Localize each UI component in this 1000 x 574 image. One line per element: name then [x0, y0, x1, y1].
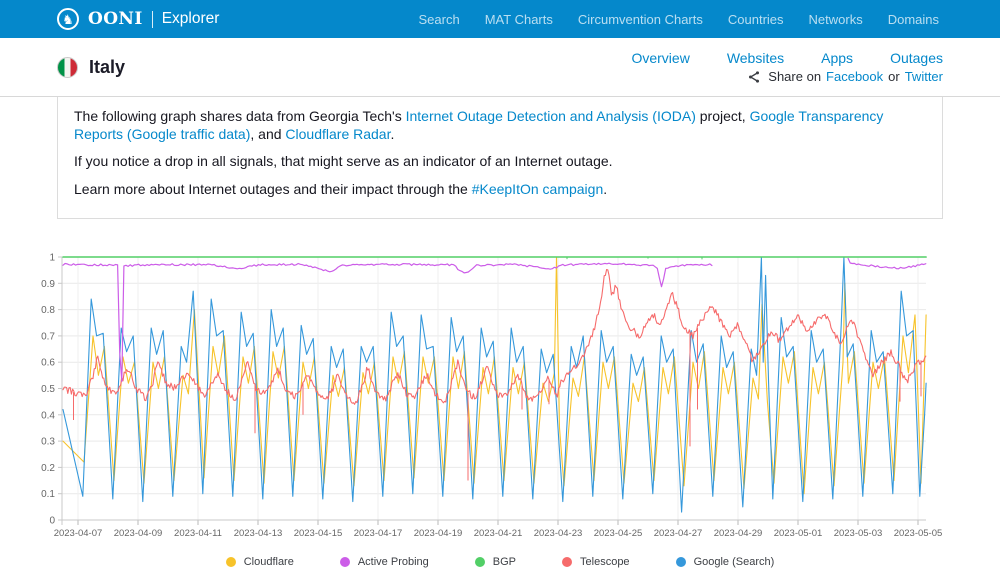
tab-websites[interactable]: Websites [726, 50, 785, 66]
text-segment: Learn more about Internet outages and th… [74, 180, 472, 197]
italy-flag-icon [57, 56, 78, 78]
share-prefix: Share on [768, 69, 822, 84]
tab-overview[interactable]: Overview [631, 50, 690, 66]
legend-label-telescope: Telescope [580, 555, 630, 568]
text-segment: If you notice a drop in all signals, tha… [74, 153, 613, 170]
legend-item-active-probing: Active Probing [339, 555, 429, 568]
nav-item-domains[interactable]: Domains [887, 11, 939, 27]
text-segment: , and [250, 126, 286, 143]
brand-explorer: Explorer [161, 10, 220, 27]
text-segment: . [390, 126, 395, 143]
inline-link[interactable]: Internet Outage Detection and Analysis (… [405, 108, 696, 124]
svg-text:2023-04-13: 2023-04-13 [234, 528, 283, 539]
description-paragraph-2: If you notice a drop in all signals, tha… [74, 152, 926, 170]
svg-text:0.4: 0.4 [41, 410, 55, 421]
svg-text:2023-04-15: 2023-04-15 [294, 528, 343, 539]
inline-link[interactable]: Cloudflare Radar [285, 126, 391, 143]
svg-text:2023-04-19: 2023-04-19 [414, 528, 463, 539]
svg-text:0.8: 0.8 [41, 305, 55, 316]
legend-label-active-probing: Active Probing [357, 555, 429, 568]
share-twitter-link[interactable]: Twitter [904, 69, 943, 84]
svg-text:2023-04-07: 2023-04-07 [54, 528, 103, 539]
svg-text:2023-05-01: 2023-05-01 [774, 528, 823, 539]
svg-text:2023-04-09: 2023-04-09 [114, 528, 163, 539]
country-title: Italy [57, 38, 125, 96]
svg-text:0.5: 0.5 [41, 384, 55, 395]
legend-dot-active-probing [339, 556, 350, 567]
nav-item-networks[interactable]: Networks [808, 11, 863, 27]
legend-dot-telescope [562, 556, 573, 567]
legend-item-bgp: BGP [474, 555, 517, 568]
page-title: Italy [89, 56, 126, 77]
legend-item-cloudflare: Cloudflare [225, 555, 294, 568]
brand-ooni: OONI [88, 9, 143, 29]
svg-text:2023-04-27: 2023-04-27 [654, 528, 703, 539]
svg-text:2023-05-05: 2023-05-05 [894, 528, 943, 539]
description-paragraph-3: Learn more about Internet outages and th… [74, 180, 926, 198]
outage-signals-chart-area: 0 0.1 0.2 0.3 0.4 0.5 0.6 0.7 0.8 0.9 1 2023-04-07 2… [0, 245, 1000, 568]
svg-text:0.3: 0.3 [41, 436, 55, 447]
svg-text:0.2: 0.2 [41, 463, 55, 474]
svg-text:0.6: 0.6 [41, 357, 55, 368]
brand[interactable]: ♞ OONI Explorer [57, 8, 219, 30]
svg-text:2023-04-11: 2023-04-11 [174, 528, 222, 539]
nav-links: Search MAT Charts Circumvention Charts C… [419, 12, 939, 27]
top-navbar: ♞ OONI Explorer Search MAT Charts Circum… [0, 0, 1000, 38]
inline-link[interactable]: #KeepItOn campaign [471, 180, 604, 197]
svg-text:2023-04-25: 2023-04-25 [594, 528, 643, 539]
text-segment: . [603, 180, 608, 197]
nav-item-mat-charts[interactable]: MAT Charts [484, 11, 553, 27]
share-icon [747, 70, 761, 84]
svg-text:2023-04-29: 2023-04-29 [714, 528, 763, 539]
brand-separator [151, 10, 153, 28]
nav-item-countries[interactable]: Countries [727, 11, 784, 27]
ooni-logo-icon: ♞ [57, 8, 79, 30]
country-tabs: Overview Websites Apps Outages [631, 50, 943, 66]
description-paragraph-1: The following graph shares data from Geo… [74, 107, 926, 143]
svg-text:2023-04-21: 2023-04-21 [474, 528, 523, 539]
text-segment: project, [695, 108, 750, 124]
legend-label-cloudflare: Cloudflare [243, 555, 294, 568]
share-row: Share on Facebook or Twitter [747, 69, 943, 84]
legend-item-telescope: Telescope [562, 556, 630, 568]
legend-item-google-search: Google (Search) [675, 555, 775, 568]
country-header: Italy Overview Websites Apps Outages [0, 38, 1000, 97]
svg-text:2023-04-17: 2023-04-17 [354, 528, 403, 539]
legend-label-google-search: Google (Search) [693, 555, 775, 568]
header-right: Overview Websites Apps Outages Share on … [631, 38, 943, 84]
outage-signals-chart[interactable]: 0 0.1 0.2 0.3 0.4 0.5 0.6 0.7 0.8 0.9 1 2023-04-07 2… [0, 245, 1000, 547]
outage-description-card: The following graph shares data from Geo… [57, 97, 943, 219]
tab-apps[interactable]: Apps [821, 50, 854, 66]
svg-text:0.9: 0.9 [41, 279, 55, 290]
svg-text:2023-04-23: 2023-04-23 [534, 528, 583, 539]
chart-legend: Cloudflare Active Probing BGP Telescope Goog… [0, 556, 1000, 568]
tab-outages[interactable]: Outages [890, 50, 943, 66]
text-segment: The following graph shares data from Geo… [74, 108, 406, 124]
svg-text:0.7: 0.7 [41, 331, 55, 342]
share-or: or [888, 69, 900, 84]
svg-text:1: 1 [49, 252, 55, 263]
legend-dot-cloudflare [225, 556, 236, 567]
svg-text:0.1: 0.1 [41, 489, 55, 500]
svg-text:2023-05-03: 2023-05-03 [834, 528, 883, 539]
share-facebook-link[interactable]: Facebook [826, 69, 884, 84]
nav-item-circumvention-charts[interactable]: Circumvention Charts [577, 11, 703, 27]
nav-item-search[interactable]: Search [418, 11, 460, 27]
legend-label-bgp: BGP [492, 555, 517, 568]
svg-text:0: 0 [49, 515, 55, 526]
inline-link[interactable]: Google Transparency Reports (Google traf… [74, 108, 884, 143]
legend-dot-bgp [474, 556, 485, 567]
legend-dot-google-search [675, 556, 686, 567]
